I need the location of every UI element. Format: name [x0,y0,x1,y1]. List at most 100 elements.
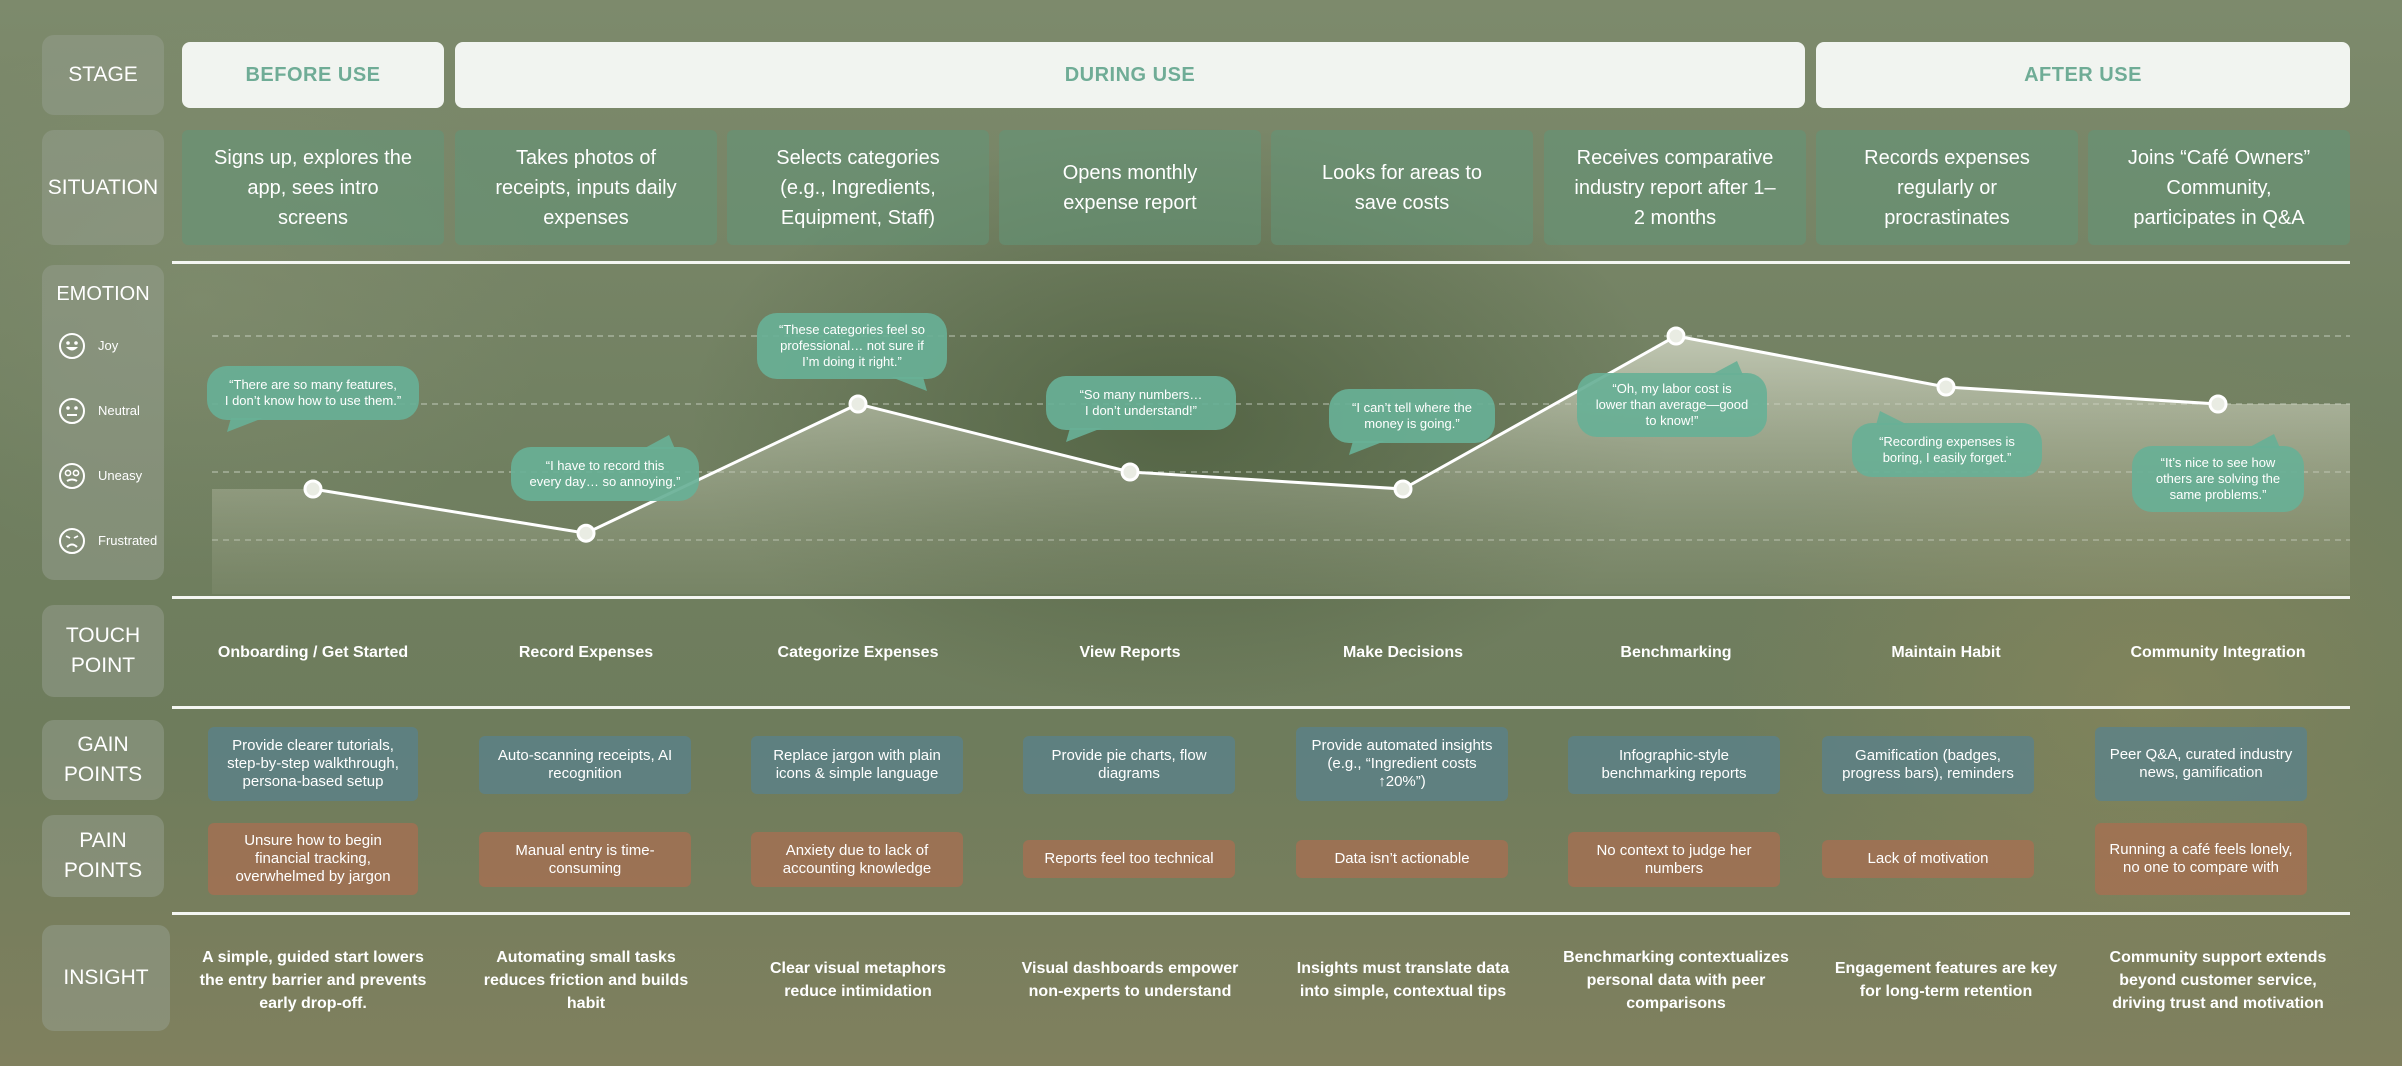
situation-box: Opens monthly expense report [999,130,1261,245]
stage-after-use: AFTER USE [1816,42,2350,108]
pain-point-box: Data isn’t actionable [1296,840,1508,878]
gain-point-box: Provide automated insights (e.g., “Ingre… [1296,727,1508,801]
bubble-tail [2248,434,2280,448]
bubble-quote-text: “I have to record this every day… so anno… [529,458,680,489]
situation-box: Takes photos of receipts, inputs daily e… [455,130,717,245]
divider-bottom-emotion [172,596,2350,599]
bubble-body [2132,446,2304,512]
touch-point-label: Record Expenses [518,644,654,661]
gain-point-box: Auto-scanning receipts, AI recognition [479,736,691,794]
emotion-point [848,394,868,414]
gain-point-box: Replace jargon with plain icons & simple… [751,736,963,794]
row-label-emotion: EMOTION [56,283,150,305]
bubble-tail [1349,441,1385,455]
bubble-quote-text: “These categories feel so professional… n… [779,322,925,369]
emotion-level-label: Uneasy [98,467,143,483]
emotion-point [1936,377,1956,397]
uneasy-face-icon [59,462,85,489]
pain-point-box: Manual entry is time-consuming [479,832,691,887]
bubble-quote-text: “So many numbers… I don’t understand!” [1080,387,1203,418]
emotion-point [303,479,323,499]
bubble-tail [1711,361,1743,375]
row-label-pain-points: PAIN POINTS [42,815,164,897]
situation-box: Signs up, explores the app, sees intro s… [182,130,444,245]
situation-box: Receives comparative industry report aft… [1544,130,1806,245]
emotion-quote-bubble: “I have to record this every day… so anno… [511,435,699,501]
bubble-quote-text: “There are so many features, I don’t know… [225,377,401,408]
emotion-level-label: Neutral [98,402,140,418]
emotion-level-label: Joy [98,337,119,353]
bubble-body [1046,376,1236,430]
gain-point-box: Peer Q&A, curated industry news, gamific… [2095,727,2307,801]
situation-box: Records expenses regularly or procrastin… [1816,130,2078,245]
bubble-tail [1066,428,1102,442]
gain-point-box: Gamification (badges, progress bars), re… [1822,736,2034,794]
emotion-quote-bubble: “There are so many features, I don’t know… [207,366,419,432]
emotion-point [1120,462,1140,482]
bubble-tail [227,418,263,432]
touch-point-label: Benchmarking [1620,644,1732,661]
pain-point-box: No context to judge her numbers [1568,832,1780,887]
bubble-body [1852,423,2042,477]
row-label-situation: SITUATION [42,130,164,245]
bubble-body [757,313,947,379]
bubble-tail [643,435,675,449]
touch-point-label: Onboarding / Get Started [217,644,409,661]
neutral-face-icon [59,397,85,424]
pain-point-box: Anxiety due to lack of accounting knowle… [751,832,963,887]
emotion-quote-bubble: “These categories feel so professional… n… [757,313,947,391]
bubble-quote-text: “I can’t tell where the money is going.” [1352,400,1472,431]
emotion-level-uneasy: Uneasy [58,443,164,508]
situation-box: Selects categories (e.g., Ingredients, E… [727,130,989,245]
touch-point-label: Categorize Expenses [777,644,939,661]
emotion-quote-bubble: “Oh, my labor cost is lower than average—… [1577,361,1767,437]
row-label-emotion-panel: EMOTION Joy Neutral Uneasy Frustrated [42,265,164,580]
situation-box: Joins “Café Owners” Community, participa… [2088,130,2350,245]
insight-text: Clear visual metaphors reduce intimidati… [769,960,947,1000]
insight-text: Community support extends beyond custome… [2109,948,2327,1012]
bubble-body [511,447,699,501]
row-label-stage: STAGE [42,35,164,115]
gain-point-box: Infographic-style benchmarking reports [1568,736,1780,794]
insight-text: Automating small tasks reduces friction … [483,948,689,1012]
stage-during-use: DURING USE [455,42,1805,108]
row-label-gain-points: GAIN POINTS [42,720,164,800]
insight-text: A simple, guided start lowers the entry … [199,948,427,1012]
emotion-levels: Joy Neutral Uneasy Frustrated [42,313,164,573]
gain-point-box: Provide pie charts, flow diagrams [1023,736,1235,794]
emotion-area [212,336,2350,594]
pain-point-box: Lack of motivation [1822,840,2034,878]
emotion-quote-bubble: “It’s nice to see how others are solving … [2132,434,2304,512]
emotion-level-label: Frustrated [98,532,158,548]
frustrated-face-icon [59,527,85,554]
emotion-quote-bubble: “I can’t tell where the money is going.” [1329,389,1495,455]
divider-pain-insight [172,912,2350,915]
emotion-level-frustrated: Frustrated [58,508,164,573]
row-label-touch-point: TOUCH POINT [42,605,164,697]
gain-point-box: Provide clearer tutorials, step-by-step … [208,727,418,801]
touch-point-label: View Reports [1079,644,1181,661]
bubble-quote-text: “Oh, my labor cost is lower than average—… [1596,381,1749,428]
bubble-body [1329,389,1495,443]
touch-point-label: Make Decisions [1342,644,1464,661]
emotion-point [2208,394,2228,414]
insight-text: Engagement features are key for long-ter… [1834,960,2058,1000]
divider-top-emotion [172,261,2350,264]
row-label-insight: INSIGHT [42,925,170,1031]
situation-box: Looks for areas to save costs [1271,130,1533,245]
bubble-quote-text: “It’s nice to see how others are solving … [2156,455,2280,502]
emotion-level-neutral: Neutral [58,378,164,443]
bubble-tail [1876,411,1908,425]
emotion-level-joy: Joy [58,313,164,378]
emotion-point [1666,326,1686,346]
insight-text: Visual dashboards empower non-experts to… [1021,960,1239,1000]
bubble-body [1577,373,1767,437]
touch-point-label: Community Integration [2130,644,2306,661]
emotion-point [1393,479,1413,499]
emotion-quote-bubble: “So many numbers… I don’t understand!” [1046,376,1236,442]
divider-touch-gain [172,706,2350,709]
insight-text: Benchmarking contextualizes personal dat… [1563,948,1789,1012]
touch-point-label: Maintain Habit [1891,644,2001,661]
emotion-line [312,334,2219,535]
